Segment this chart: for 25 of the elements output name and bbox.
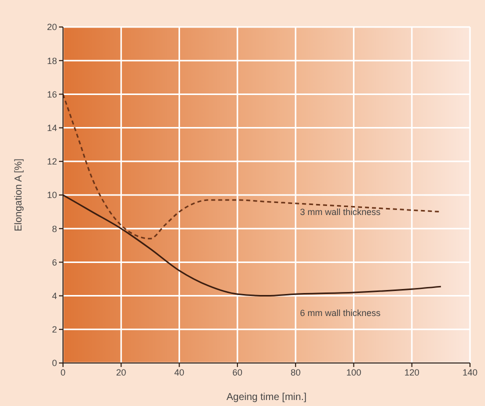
x-tick-label: 20 [116,367,126,378]
x-tick-label: 100 [346,367,362,378]
y-tick-label: 8 [52,224,57,234]
y-tick-label: 10 [46,190,57,200]
line-series [63,93,442,240]
x-axis-title: Ageing time [min.] [226,392,307,403]
x-tick-label: 140 [462,367,478,378]
y-axis-title: Elongation A [%] [14,158,25,232]
x-tick-label: 120 [404,367,420,378]
x-tick-label: 80 [290,367,301,378]
y-tick-label: 12 [46,156,57,167]
annotation: 3 mm wall thickness [300,207,381,217]
y-tick-label: 14 [46,122,57,133]
y-tick-label: 4 [52,290,57,301]
y-tick-label: 16 [46,89,57,100]
y-tick-label: 18 [46,56,57,66]
line-series [63,194,442,297]
y-tick-label: 2 [52,324,57,335]
x-tick-label: 0 [60,367,66,378]
y-tick-label: 6 [52,257,57,268]
x-tick-label: 40 [174,367,184,378]
x-tick-label: 60 [232,367,242,378]
y-tick-label: 0 [52,358,57,368]
y-tick-label: 20 [46,22,57,32]
annotation: 6 mm wall thickness [300,308,381,318]
